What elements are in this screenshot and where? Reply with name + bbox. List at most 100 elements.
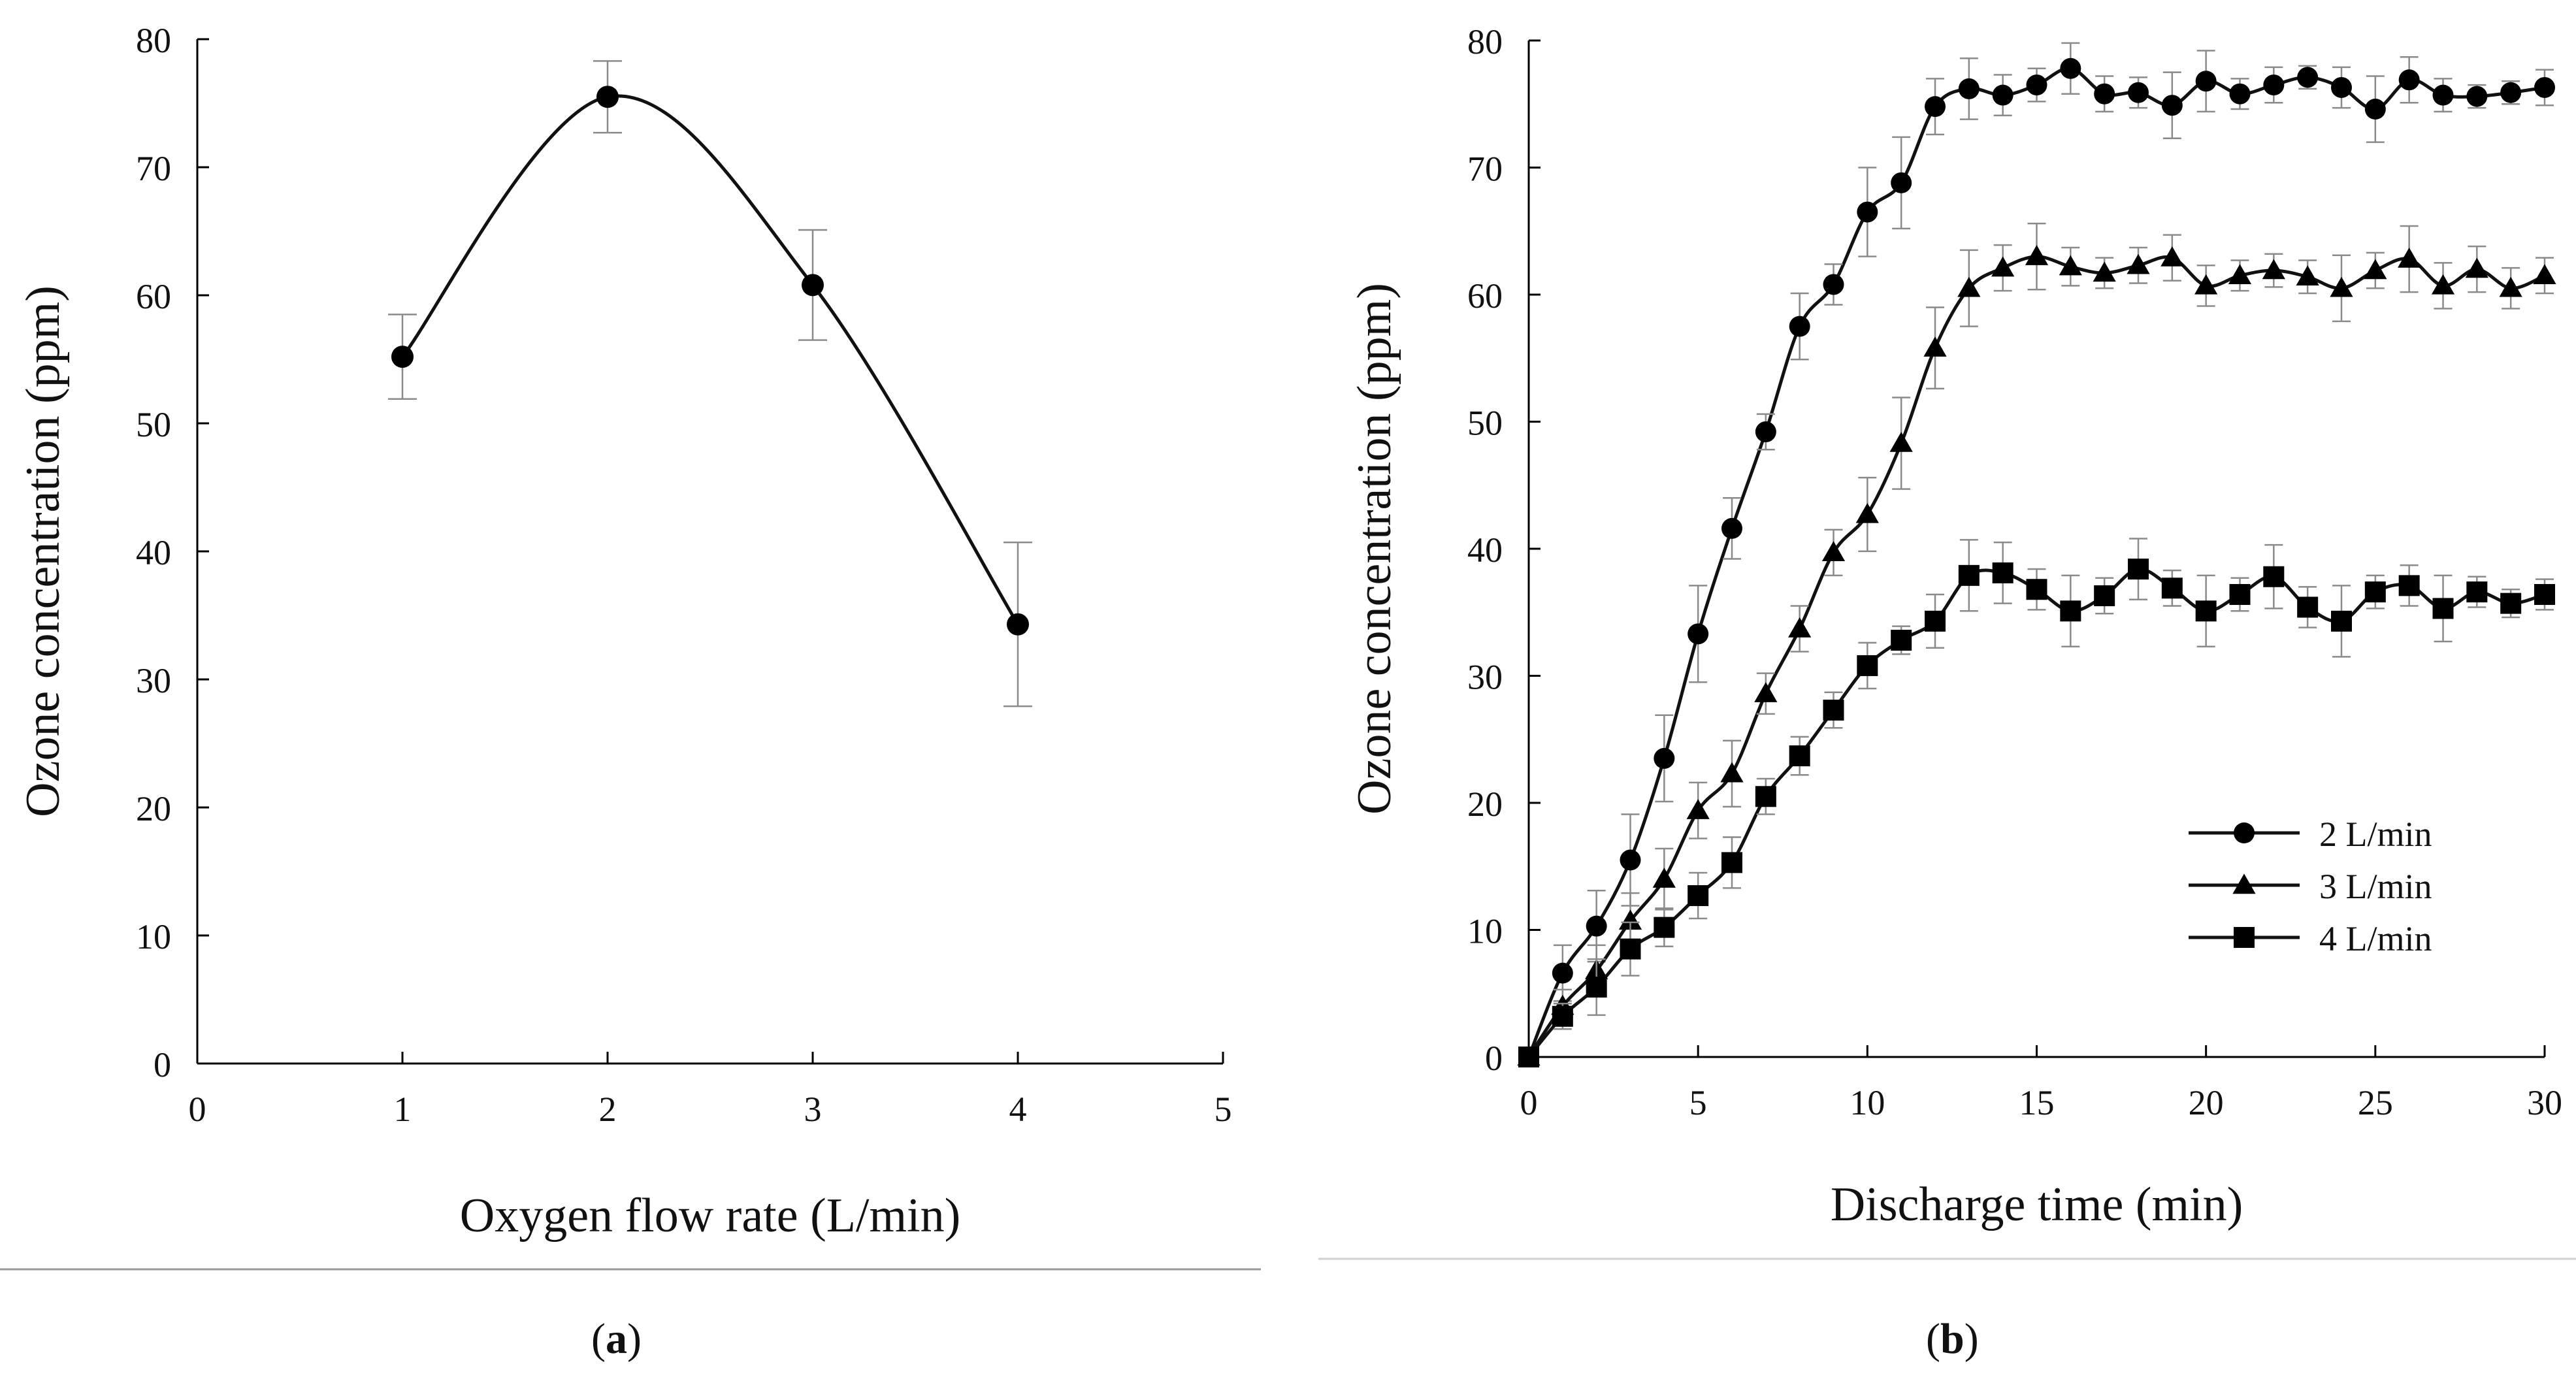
panel-b-series-4-l-min-point — [2432, 598, 2454, 619]
panel-b-series-4-l-min-point — [1823, 700, 1844, 721]
panel-b-series-3-l-min-point — [2093, 261, 2116, 282]
panel-b-series-3-l-min-point — [1957, 276, 1981, 297]
panel-b-series-2-l-min-point — [1721, 517, 1742, 539]
panel-b-x-tick-label: 5 — [1689, 1083, 1707, 1122]
panel-b-series-4-l-min-point — [2534, 584, 2555, 606]
panel-b-series-3-l-min-point — [2059, 255, 2082, 276]
panel-b-series-2-l-min-point — [1992, 84, 2014, 106]
panel-b-series-2-l-min-point — [1620, 849, 1641, 871]
panel-b-x-axis-label: Discharge time (min) — [1831, 1178, 2243, 1231]
panel-b-legend-4-l-min-label: 4 L/min — [2319, 919, 2432, 958]
panel-a-y-tick-label: 20 — [136, 789, 171, 828]
panel-a-series-ozone-concentration-point — [802, 274, 824, 297]
panel-b-series-3-l-min-point — [1686, 799, 1710, 819]
panel-b-series-4-l-min-point — [1654, 917, 1675, 938]
panel-b-series-4-l-min-point — [1755, 786, 1776, 807]
panel-b-label: (b) — [1926, 1315, 1979, 1363]
panel-b-series-2-l-min-point — [1891, 172, 1912, 193]
panel-b-series-2-l-min-point — [1755, 421, 1776, 443]
panel-b-x-tick-label: 0 — [1520, 1083, 1538, 1122]
panel-a-x-tick-label: 3 — [804, 1090, 822, 1129]
panel-b-series-2-l-min-point — [2534, 76, 2555, 98]
panel-b-series-2-l-min-point — [2297, 67, 2319, 88]
panel-a-x-tick-label: 5 — [1215, 1090, 1232, 1129]
panel-b-series-2-l-min-point — [1857, 201, 1878, 223]
panel-b-legend-4-l-min-marker — [2234, 927, 2255, 948]
panel-a-x-tick-label: 2 — [599, 1090, 617, 1129]
panel-a-x-tick-label: 4 — [1009, 1090, 1027, 1129]
panel-b-series-3-l-min-point — [1991, 256, 2015, 277]
panel-b-series-3-l-min-point — [1855, 502, 1879, 523]
panel-b-series-4-l-min-point — [1552, 1005, 1573, 1027]
panel-b-series-2-l-min-point — [1552, 962, 1573, 984]
panel-a-x-tick-label: 1 — [394, 1090, 412, 1129]
panel-a-series-ozone-concentration-line — [401, 94, 1020, 625]
panel-b-y-tick-label: 20 — [1467, 785, 1503, 824]
panel-b-series-4-l-min-point — [1857, 655, 1878, 676]
panel-b-series-3-l-min-point — [2160, 246, 2184, 267]
panel-b-series-4-l-min-point — [1518, 1047, 1539, 1067]
panel-b-series-4-l-min-point — [2331, 610, 2352, 632]
panel-a-chart: 0 10 20 30 40 50 60 70 80 0 1 2 3 4 5 Oxygen flow rate … — [16, 21, 1232, 1243]
panel-b-series-4-l-min-point — [2229, 584, 2251, 606]
panel-a-y-tick-label: 70 — [136, 149, 171, 188]
panel-b-legend-2-l-min-label: 2 L/min — [2319, 815, 2432, 854]
panel-b-series-4-l-min-point — [2263, 566, 2285, 587]
panel-b-x-tick-label: 15 — [2019, 1083, 2055, 1122]
panel-b-series-2-l-min-point — [1654, 747, 1675, 769]
panel-b-series-3-l-min-point — [2330, 276, 2353, 297]
panel-b-series-2-l-min-point — [2398, 69, 2420, 91]
panel-a-x-axis-label: Oxygen flow rate (L/min) — [460, 1189, 961, 1243]
panel-b-series-4-l-min-line — [1527, 567, 2545, 1058]
panel-a-y-tick-label: 30 — [136, 661, 171, 700]
panel-b-series-2-l-min-point — [2026, 74, 2047, 96]
panel-b-y-tick-label: 10 — [1467, 912, 1503, 951]
panel-b-series-2-l-min-point — [1958, 78, 1980, 99]
panel-a-y-tick-label: 50 — [136, 405, 171, 444]
panel-b-series-4-l-min-point — [1586, 977, 1607, 998]
panel-b-series-3-l-min-point — [2364, 259, 2387, 280]
panel-a-series-ozone-concentration-point — [391, 346, 414, 368]
panel-b-series-3-l-min-point — [2431, 274, 2455, 295]
panel-a-series-ozone-concentration-point — [596, 86, 619, 108]
panel-b-series-3-l-min-point — [1618, 909, 1642, 930]
panel-b-series-4-l-min-point — [1687, 885, 1709, 906]
panel-b-y-tick-label: 60 — [1467, 276, 1503, 316]
panel-b-series-4-l-min-point — [1958, 564, 1980, 586]
panel-a-series-ozone-concentration-point — [1007, 613, 1029, 636]
panel-b-series-4-l-min-point — [1789, 745, 1810, 767]
panel-a-y-tick-label: 0 — [154, 1045, 171, 1084]
panel-b-series-3-l-min-point — [2465, 257, 2488, 278]
panel-b-series-4-l-min-point — [2398, 575, 2420, 596]
panel-b-series-3-l-min-point — [1923, 336, 1947, 357]
panel-b-series-4-l-min-point — [1925, 610, 1946, 632]
panel-a-label: (a) — [591, 1315, 642, 1363]
panel-b-series-4-l-min-point — [1992, 562, 2014, 583]
panel-b-series-4-l-min-point — [2500, 593, 2522, 614]
panel-b-y-tick-label: 30 — [1467, 658, 1503, 697]
panel-a-y-axis-label: Ozone concentration (ppm) — [16, 285, 70, 817]
panel-b-series-2-l-min-point — [1586, 915, 1607, 937]
panel-b-series-3-l-min-line — [1527, 255, 2546, 1058]
panel-a-x-tick-label: 0 — [189, 1090, 206, 1129]
panel-b-series-4-l-min-point — [2364, 581, 2386, 603]
panel-b-series-2-l-min-point — [2500, 82, 2522, 103]
panel-b-series-4-l-min-point — [1891, 630, 1912, 651]
panel-a-y-tick-label: 80 — [136, 21, 171, 60]
panel-b-x-tick-label: 20 — [2189, 1083, 2224, 1122]
panel-b-series-3-l-min-point — [2398, 247, 2421, 268]
panel-b-series-2-l-min-point — [2364, 99, 2386, 120]
panel-b-y-tick-label: 0 — [1485, 1039, 1503, 1078]
panel-b-y-tick-label: 40 — [1467, 530, 1503, 570]
panel-b-series-2-l-min-point — [2331, 76, 2352, 98]
panel-b-legend-2-l-min-marker — [2234, 822, 2255, 843]
panel-b-series-2-l-min-point — [1823, 274, 1844, 295]
panel-b-series-2-l-min-point — [2263, 74, 2285, 96]
panel-b-series-3-l-min-point — [2228, 264, 2252, 285]
panel-b-y-tick-label: 80 — [1467, 22, 1503, 61]
panel-b-series-4-l-min-point — [2297, 596, 2319, 618]
panel-b-x-tick-label: 30 — [2527, 1083, 2562, 1122]
panel-b-series-4-l-min-point — [2466, 581, 2488, 603]
panel-b-x-tick-label: 25 — [2358, 1083, 2393, 1122]
panel-b-series-2-l-min-line — [1527, 67, 2545, 1058]
